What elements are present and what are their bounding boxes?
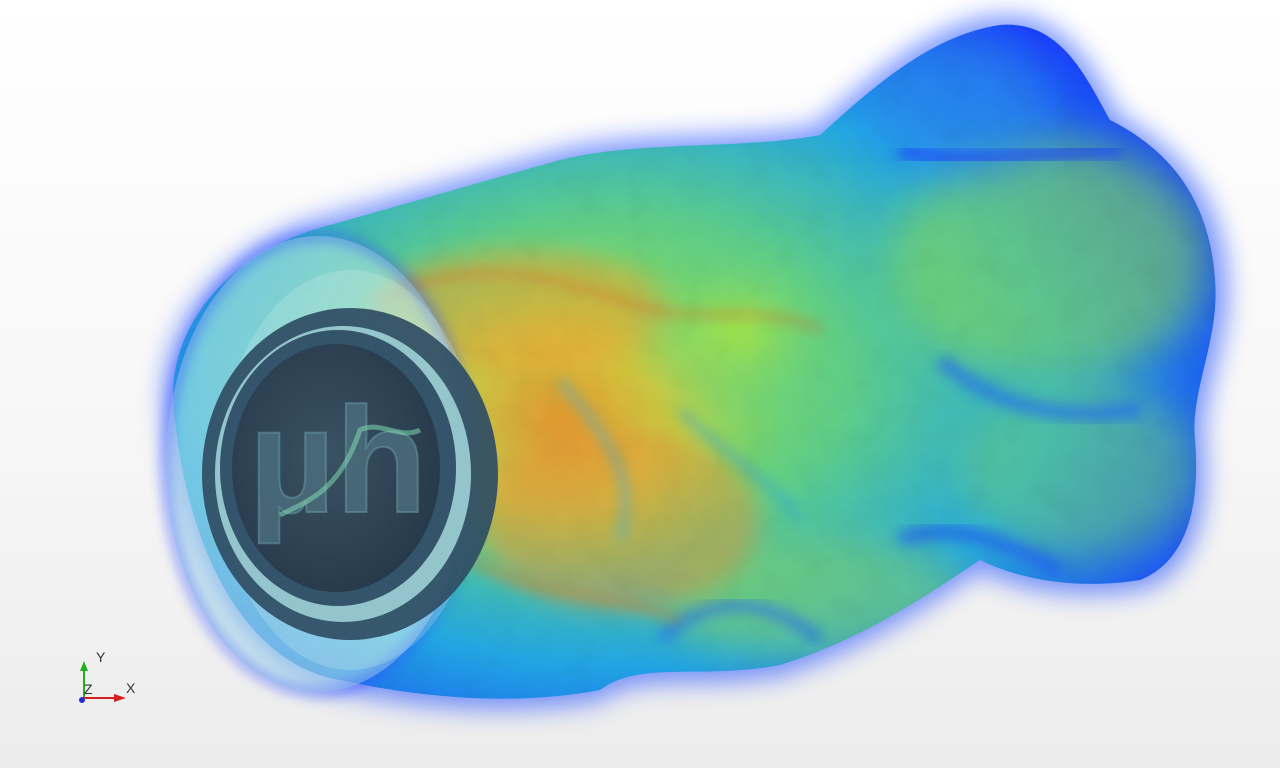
- z-axis-point: [79, 697, 85, 703]
- x-axis-label: X: [126, 680, 136, 696]
- logo-text: µh: [249, 376, 427, 544]
- x-axis-arrow: [114, 694, 126, 702]
- orientation-axes: Y Z X: [79, 649, 136, 703]
- y-axis-arrow: [80, 661, 88, 671]
- y-axis-label: Y: [96, 649, 106, 665]
- nozzle-disc: [232, 344, 440, 592]
- z-axis-label: Z: [84, 681, 93, 697]
